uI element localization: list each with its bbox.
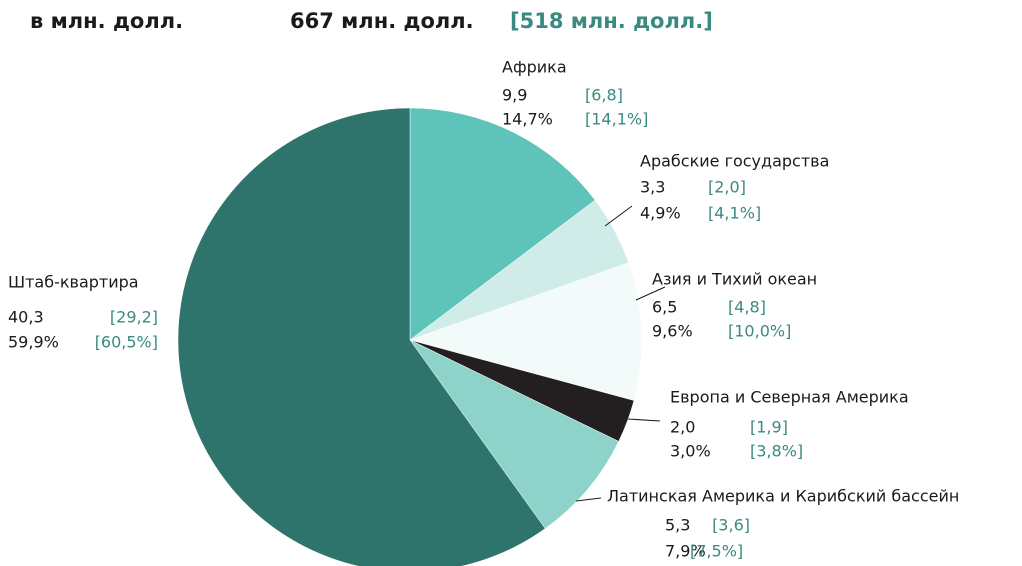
prior-percent-label: [4,1%]	[708, 204, 761, 223]
prior-amount-label: [3,6]	[712, 516, 750, 535]
category-label: Арабские государства	[640, 152, 829, 171]
category-label: Штаб-квартира	[8, 273, 139, 292]
percent-label: 14,7%	[502, 110, 553, 129]
percent-label: 4,9%	[640, 204, 681, 223]
category-label: Азия и Тихий океан	[652, 270, 817, 289]
prior-amount-label: [1,9]	[750, 418, 788, 437]
prior-amount-label: [29,2]	[110, 308, 158, 327]
pie-slice	[409, 339, 619, 529]
percent-label: 59,9%	[8, 333, 59, 352]
leader-line	[575, 497, 602, 502]
prior-percent-label: [7,5%]	[690, 542, 743, 561]
amount-label: 2,0	[670, 418, 695, 437]
leader-line	[627, 418, 661, 422]
amount-label: 3,3	[640, 178, 665, 197]
leader-line	[604, 205, 633, 227]
pie-slice	[409, 107, 596, 341]
amount-label: 5,3	[665, 516, 690, 535]
amount-label: 40,3	[8, 308, 44, 327]
percent-label: 9,6%	[652, 322, 693, 341]
prior-percent-label: [10,0%]	[728, 322, 791, 341]
category-label: Европа и Северная Америка	[670, 388, 909, 407]
prior-percent-label: [3,8%]	[750, 442, 803, 461]
prior-amount-label: [6,8]	[585, 86, 623, 105]
leader-line	[635, 286, 666, 301]
amount-label: 9,9	[502, 86, 527, 105]
amount-label: 6,5	[652, 298, 677, 317]
percent-label: 7,9%	[665, 542, 706, 561]
prior-percent-label: [14,1%]	[585, 110, 648, 129]
prior-amount-label: [2,0]	[708, 178, 746, 197]
category-label: Латинская Америка и Карибский бассейн	[607, 487, 959, 506]
prior-percent-label: [60,5%]	[95, 333, 158, 352]
category-label: Африка	[502, 58, 567, 77]
header: [518 млн. долл.]	[510, 9, 713, 33]
pie-slice	[409, 262, 643, 401]
percent-label: 3,0%	[670, 442, 711, 461]
prior-amount-label: [4,8]	[728, 298, 766, 317]
pie-slice	[177, 107, 546, 566]
header: в млн. долл.	[30, 9, 183, 33]
header: 667 млн. долл.	[290, 9, 474, 33]
